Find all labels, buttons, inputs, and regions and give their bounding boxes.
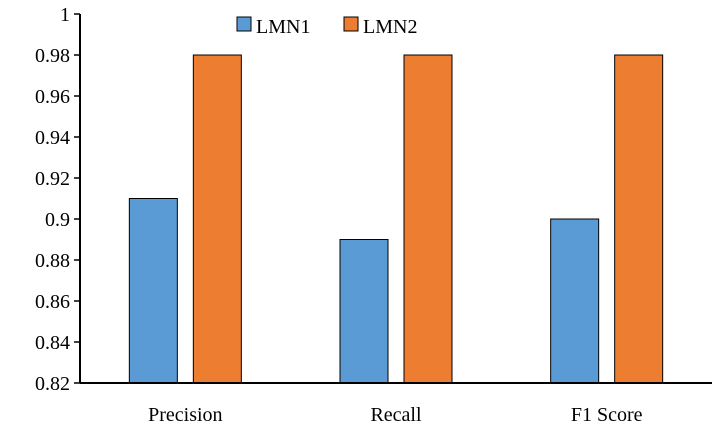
y-axis-ticks: 0.82 0.84 0.86 0.88 0.9 0.92 0.94 0.96 0.98 1 bbox=[35, 4, 80, 395]
y-tick-label: 0.94 bbox=[35, 127, 70, 149]
y-tick-label: 1 bbox=[60, 4, 70, 26]
legend-swatch-lmn1 bbox=[236, 16, 252, 32]
y-tick-label: 0.96 bbox=[35, 86, 70, 108]
legend-label-lmn1: LMN1 bbox=[256, 16, 310, 38]
bar-lmn1-precision bbox=[128, 198, 178, 384]
bar-lmn2-f1-score bbox=[614, 54, 664, 384]
bar-lmn2-recall bbox=[403, 54, 453, 384]
legend: LMN1 LMN2 bbox=[236, 16, 417, 38]
x-category-label: Recall bbox=[370, 404, 422, 426]
y-tick-label: 0.86 bbox=[35, 291, 70, 313]
y-tick-label: 0.92 bbox=[35, 168, 70, 190]
x-category-label: F1 Score bbox=[571, 404, 643, 426]
x-axis-labels: Precision Recall F1 Score bbox=[148, 404, 642, 426]
y-tick-label: 0.88 bbox=[35, 250, 70, 272]
bars-group bbox=[128, 54, 664, 384]
y-tick-label: 0.9 bbox=[45, 209, 70, 231]
x-category-label: Precision bbox=[148, 404, 222, 426]
bar-lmn1-recall bbox=[339, 239, 389, 384]
y-tick-label: 0.84 bbox=[35, 332, 70, 354]
bar-lmn1-f1-score bbox=[550, 218, 600, 384]
legend-swatch-lmn2 bbox=[343, 16, 359, 32]
y-tick-label: 0.98 bbox=[35, 45, 70, 67]
bar-lmn2-precision bbox=[192, 54, 242, 384]
y-tick-label: 0.82 bbox=[35, 373, 70, 395]
legend-label-lmn2: LMN2 bbox=[363, 16, 417, 38]
